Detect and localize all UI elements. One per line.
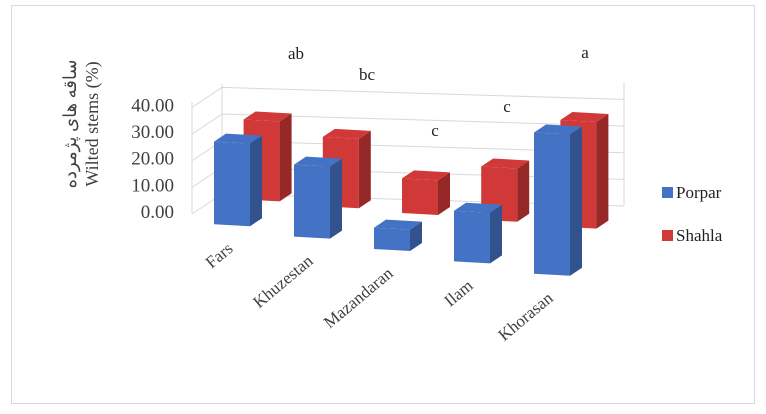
significance-labels: ab bc c c a <box>288 43 589 140</box>
bar-front-face <box>534 132 570 276</box>
significance-label: c <box>503 97 511 116</box>
legend-label-shahla: Shahla <box>676 226 723 245</box>
y-tick-label: 0.00 <box>141 202 174 223</box>
bar-top-face <box>374 219 422 230</box>
bar-top-face <box>322 128 371 139</box>
significance-label: c <box>431 121 439 140</box>
bar-side-face <box>358 130 371 209</box>
y-axis-label: ساقه های پژمرده Wilted stems (%) <box>60 60 103 189</box>
bar-side-face <box>330 158 342 239</box>
y-tick-label: 40.00 <box>131 95 174 116</box>
bar-shahla-ilam <box>481 158 530 222</box>
bar-front-face <box>454 210 490 264</box>
bar-top-face <box>481 158 530 169</box>
x-axis-categories: Fars Khuzestan Mazandaran Ilam Khorasan <box>202 239 557 345</box>
x-category-label: Mazandaran <box>320 263 397 332</box>
bar-porpar-khuzestan <box>294 156 342 239</box>
bar-porpar-khorasan <box>534 124 582 276</box>
bar-front-face <box>374 227 410 251</box>
y-tick-label: 10.00 <box>131 175 174 196</box>
bar-side-face <box>279 113 292 202</box>
gridline <box>191 86 625 108</box>
bars <box>214 111 609 276</box>
y-tick-label: 20.00 <box>131 149 174 170</box>
bar-front-face <box>294 164 330 239</box>
bar-side-face <box>596 114 609 229</box>
x-category-label: Ilam <box>440 276 476 311</box>
bar-side-face <box>410 221 422 251</box>
bar-top-face <box>294 156 342 167</box>
y-tick-label: 30.00 <box>131 122 174 143</box>
bar-chart-3d: 0.00 10.00 20.00 30.00 40.00 Fars Khuzestan Ma… <box>60 43 723 345</box>
bar-top-face <box>454 202 502 213</box>
bar-porpar-fars <box>214 133 262 227</box>
significance-label: a <box>581 43 589 62</box>
bar-top-face <box>560 112 609 122</box>
x-category-label: Khuzestan <box>249 251 317 312</box>
y-axis-label-en: Wilted stems (%) <box>82 61 103 186</box>
bar-top-face <box>534 124 582 135</box>
bar-porpar-ilam <box>454 202 502 264</box>
legend-label-porpar: Porpar <box>676 183 722 202</box>
bar-side-face <box>438 172 450 215</box>
bar-shahla-mazandaran <box>402 170 450 215</box>
bar-top-face <box>402 170 450 181</box>
chart-frame: 0.00 10.00 20.00 30.00 40.00 Fars Khuzestan Ma… <box>11 5 755 404</box>
bar-side-face <box>250 135 262 227</box>
y-axis-label-fa: ساقه های پژمرده <box>60 60 81 189</box>
legend: Porpar Shahla <box>662 183 723 245</box>
x-category-label: Fars <box>202 239 237 272</box>
x-category-label: Khorasan <box>494 288 556 345</box>
bar-side-face <box>517 160 530 222</box>
legend-swatch-porpar <box>662 187 673 198</box>
bar-front-face <box>214 141 250 227</box>
bar-porpar-mazandaran <box>374 219 422 251</box>
legend-swatch-shahla <box>662 230 673 241</box>
significance-label: ab <box>288 44 304 63</box>
bar-side-face <box>490 204 502 264</box>
significance-label: bc <box>359 65 376 84</box>
bar-front-face <box>402 178 438 215</box>
y-axis-ticks: 0.00 10.00 20.00 30.00 40.00 <box>131 95 174 223</box>
bar-side-face <box>570 126 582 276</box>
bar-top-face <box>214 133 262 144</box>
bar-top-face <box>243 111 292 122</box>
